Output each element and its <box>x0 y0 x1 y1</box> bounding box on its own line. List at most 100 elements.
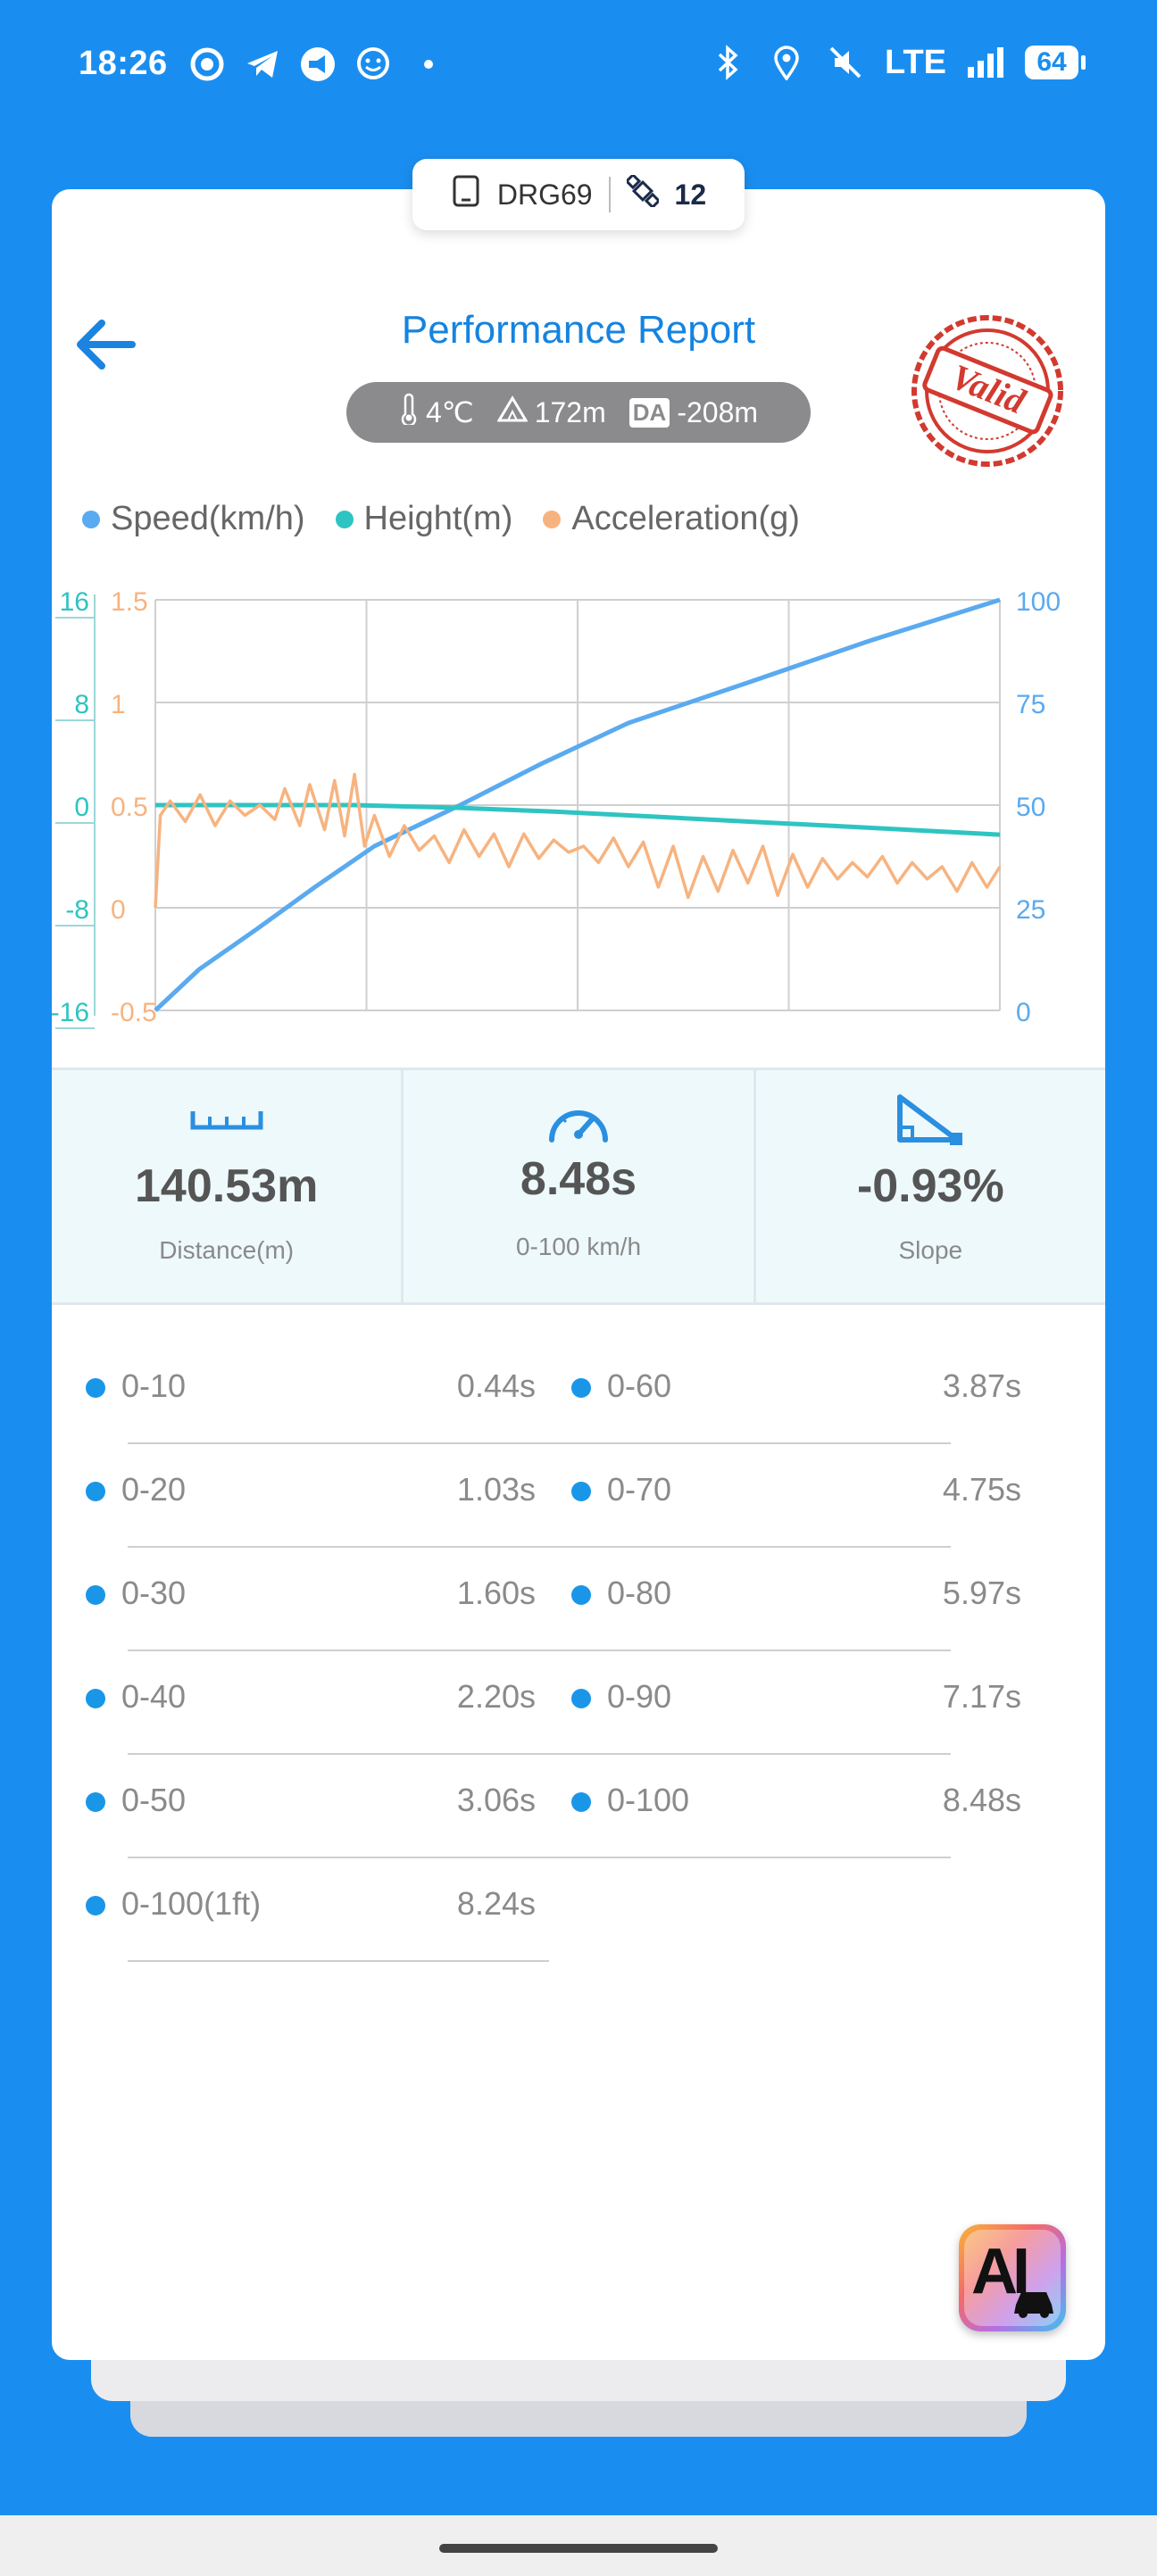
legend-speed: Speed(km/h) <box>82 500 305 538</box>
row-divider <box>128 1649 951 1651</box>
speed-tick-label: 25 <box>1016 895 1045 925</box>
split-row: 0-30 1.60s <box>52 1548 951 1651</box>
split-row: 0-100 8.48s <box>537 1755 1021 1858</box>
bullet-dot <box>86 1585 105 1605</box>
height-tick-label: 0 <box>74 793 89 822</box>
split-row: 0-70 4.75s <box>537 1444 1021 1548</box>
acceleration-time-label: 0-100 km/h <box>515 1233 642 1260</box>
home-gesture-handle[interactable] <box>439 2544 718 2553</box>
acceleration-tick-label: 1 <box>111 690 126 719</box>
split-time: 1.60s <box>456 1575 536 1611</box>
speedometer-icon <box>546 1099 611 1150</box>
satellite-icon <box>624 172 661 214</box>
legend-height: Height(m) <box>335 500 513 538</box>
dot-icon <box>409 45 448 84</box>
legend-label: Acceleration(g) <box>571 500 800 537</box>
speed-tick-label: 50 <box>1016 793 1045 822</box>
split-time: 4.75s <box>942 1471 1021 1508</box>
split-row: 0-80 5.97s <box>537 1548 1021 1651</box>
stat-distance: 140.53m Distance(m) <box>52 1070 401 1302</box>
status-bar: 18:26 LTE 64 <box>0 0 1157 134</box>
signal-icon <box>966 43 1005 82</box>
altitude: 172m <box>496 395 606 429</box>
bullet-dot <box>571 1689 591 1708</box>
row-divider <box>128 1753 951 1755</box>
split-range: 0-30 <box>121 1575 187 1611</box>
slope-label: Slope <box>898 1236 963 1264</box>
speed-tick-label: 75 <box>1016 690 1045 719</box>
split-time: 5.97s <box>942 1575 1021 1611</box>
slope-value: -0.93% <box>856 1160 1004 1212</box>
split-time: 0.44s <box>456 1367 536 1404</box>
legend-dot <box>335 510 354 528</box>
split-time: 2.20s <box>456 1678 536 1715</box>
page-title: Performance Report <box>401 308 756 352</box>
bullet-dot <box>571 1585 591 1605</box>
row-divider <box>128 1960 549 1962</box>
distance-value: 140.53m <box>135 1160 319 1212</box>
height-tick-label: 8 <box>74 690 89 719</box>
split-range: 0-60 <box>607 1367 672 1404</box>
split-range: 0-70 <box>607 1471 672 1508</box>
split-row: 0-10 0.44s <box>52 1341 951 1444</box>
performance-chart: 16 8 0 -8 -16 1.5 1 0.5 0 -0.5 100 75 50 25 0 <box>51 587 1061 1029</box>
satellite-count: 12 <box>674 178 707 211</box>
ai-assistant-button[interactable]: AI <box>959 2224 1066 2331</box>
split-time: 7.17s <box>942 1678 1021 1715</box>
da-icon: DA <box>628 397 670 428</box>
legend-label: Height(m) <box>363 500 513 537</box>
split-time: 8.48s <box>942 1782 1021 1818</box>
smiley-icon <box>354 45 393 84</box>
acceleration-time-value: 8.48s <box>520 1153 637 1205</box>
chart-legend: Speed(km/h) Height(m) Acceleration(g) <box>82 500 800 538</box>
divider <box>608 177 611 212</box>
split-time: 1.03s <box>456 1471 536 1508</box>
split-range: 0-40 <box>121 1678 187 1715</box>
distance-label: Distance(m) <box>159 1236 295 1264</box>
split-row: 0-40 2.20s <box>52 1651 951 1755</box>
density-altitude: DA -208m <box>628 396 758 429</box>
row-divider <box>128 1857 951 1858</box>
battery-icon: 64 <box>1025 46 1086 79</box>
bullet-dot <box>86 1689 105 1708</box>
legend-acceleration: Acceleration(g) <box>543 500 800 538</box>
megaphone-icon <box>298 45 337 84</box>
device-id: DRG69 <box>496 178 593 211</box>
split-range: 0-100 <box>607 1782 690 1818</box>
split-range: 0-10 <box>121 1367 187 1404</box>
bullet-dot <box>86 1482 105 1501</box>
bullet-dot <box>571 1482 591 1501</box>
network-type: LTE <box>885 43 946 81</box>
back-arrow-icon[interactable] <box>70 311 137 378</box>
split-range: 0-80 <box>607 1575 672 1611</box>
system-icons: LTE 64 <box>708 43 1086 82</box>
height-tick-label: 16 <box>60 587 89 617</box>
acceleration-tick-label: -0.5 <box>111 998 157 1027</box>
legend-dot <box>82 510 100 528</box>
split-row: 0-90 7.17s <box>537 1651 1021 1755</box>
location-icon <box>767 43 806 82</box>
split-row: 0-100(1ft) 8.24s <box>52 1858 549 1962</box>
acceleration-tick-label: 0 <box>111 895 126 925</box>
speed-tick-label: 100 <box>1016 587 1061 617</box>
stats-strip: 140.53m Distance(m) 8.48s 0-100 km/h -0.… <box>52 1068 1105 1305</box>
conditions-badge: 4℃ 172m DA -208m <box>346 382 811 443</box>
mountain-icon <box>496 395 529 429</box>
device-selector[interactable]: DRG69 12 <box>412 159 745 230</box>
bullet-dot <box>571 1378 591 1398</box>
acceleration-tick-label: 0.5 <box>111 793 148 822</box>
speed-tick-label: 0 <box>1016 998 1031 1027</box>
altitude-value: 172m <box>534 395 606 428</box>
split-time: 3.06s <box>456 1782 536 1818</box>
split-row: 0-50 3.06s <box>52 1755 951 1858</box>
chat-bubble-icon <box>187 45 227 84</box>
status-time: 18:26 <box>79 45 168 82</box>
split-range: 0-90 <box>607 1678 672 1715</box>
valid-stamp: Valid <box>907 311 1068 471</box>
bullet-dot <box>571 1792 591 1812</box>
split-row: 0-60 3.87s <box>537 1341 1021 1444</box>
row-divider <box>128 1546 951 1548</box>
device-icon <box>451 174 481 215</box>
notification-icons <box>187 45 448 84</box>
temperature-value: 4℃ <box>425 396 474 428</box>
